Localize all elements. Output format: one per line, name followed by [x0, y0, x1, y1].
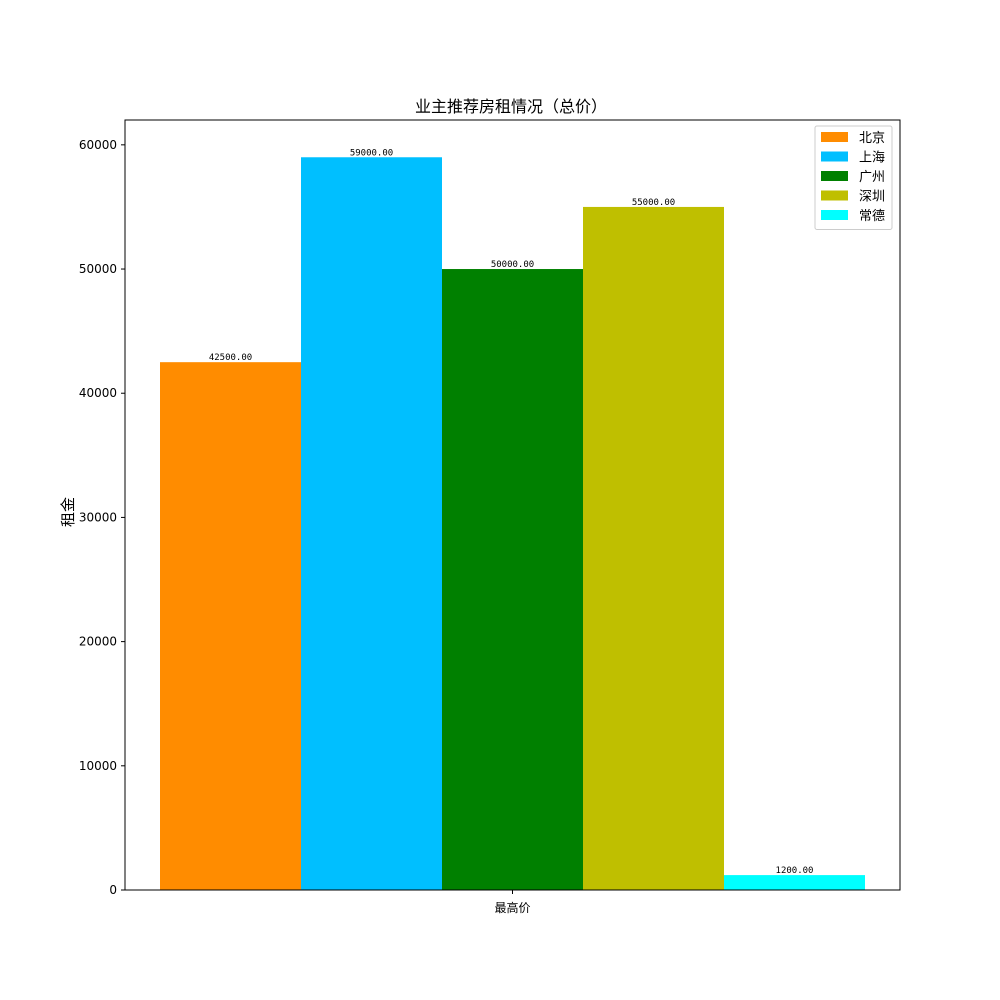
legend-label-1: 上海: [859, 151, 885, 166]
legend-swatch-4: [821, 210, 848, 220]
data-label-series-1: 59000.00: [350, 148, 393, 158]
bars-group: 42500.00 59000.00 50000.00 55000.00 1200.00: [160, 148, 865, 891]
data-label-series-3: 55000.00: [632, 198, 675, 208]
legend-swatch-3: [821, 190, 848, 201]
legend-label-3: 深圳: [859, 190, 885, 205]
bar-series-3: [583, 206, 724, 890]
legend-swatch-0: [821, 132, 848, 142]
y-tick-label: 40000: [79, 386, 117, 400]
legend-swatch-2: [821, 171, 848, 181]
y-tick-label: 10000: [79, 759, 117, 773]
legend-label-0: 北京: [859, 131, 885, 146]
legend-label-4: 常德: [859, 209, 885, 224]
bar-series-2: [442, 269, 583, 891]
y-tick-label: 20000: [79, 635, 117, 649]
legend-label-2: 广州: [859, 170, 885, 185]
y-tick-label: 60000: [79, 138, 117, 152]
bar-series-4: [724, 875, 865, 890]
data-label-series-0: 42500.00: [209, 353, 252, 363]
y-tick-label: 30000: [79, 510, 117, 524]
plot-frame: [124, 119, 901, 891]
data-label-series-4: 1200.00: [776, 866, 814, 876]
legend-swatch-1: [821, 151, 848, 162]
bar-series-1: [301, 157, 442, 891]
chart-title: 业主推荐房租情况（总价）: [415, 97, 607, 116]
data-label-series-2: 50000.00: [491, 260, 534, 270]
y-axis-label: 租金: [59, 497, 77, 527]
bar-series-0: [160, 362, 301, 890]
ticks-group: 0 10000 20000 30000 40000 50000 60000 最高价: [79, 138, 531, 915]
y-tick-label: 50000: [79, 262, 117, 276]
x-tick-label: 最高价: [494, 900, 530, 915]
y-tick-label: 0: [109, 883, 117, 897]
